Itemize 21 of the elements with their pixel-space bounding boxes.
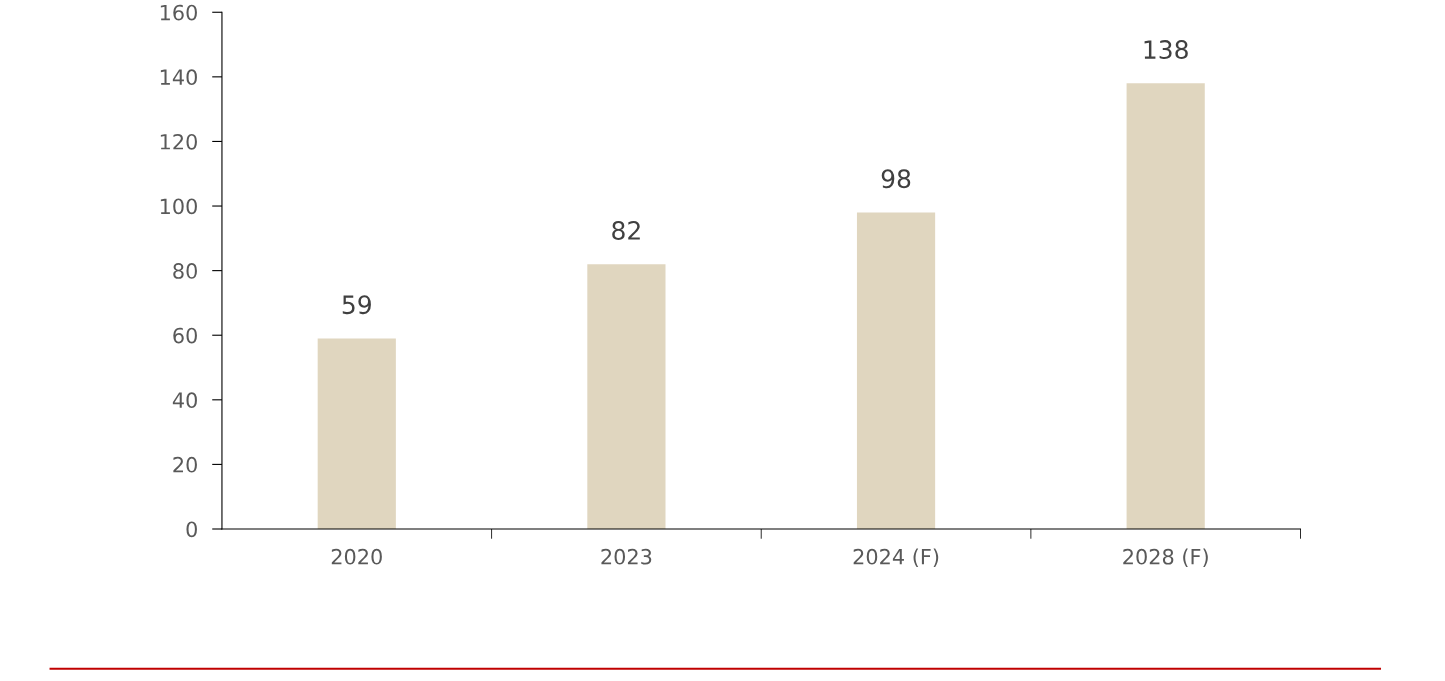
y-tick-label: 60 (173, 327, 197, 344)
y-tick-label: 40 (172, 392, 197, 409)
data-label: 59 (342, 295, 371, 315)
data-label: 138 (1144, 40, 1188, 60)
x-tick-label: 2024 (F) (853, 548, 939, 568)
y-tick-label: 0 (186, 521, 197, 538)
bar (856, 212, 936, 529)
data-label: 82 (612, 220, 640, 240)
y-tick-label: 100 (160, 198, 197, 215)
bar (1126, 83, 1205, 529)
y-tick-label: 160 (160, 4, 197, 21)
x-tick-label: 2028 (F) (1123, 548, 1208, 568)
x-tick-label: 2020 (331, 548, 382, 565)
x-tick-label: 2023 (601, 548, 652, 565)
bar (587, 264, 666, 529)
y-tick-label: 120 (160, 133, 197, 150)
y-tick-label: 20 (173, 456, 197, 473)
data-label: 98 (881, 169, 911, 189)
y-tick-label: 140 (160, 69, 197, 86)
bar (317, 338, 396, 529)
y-tick-label: 80 (173, 263, 197, 279)
